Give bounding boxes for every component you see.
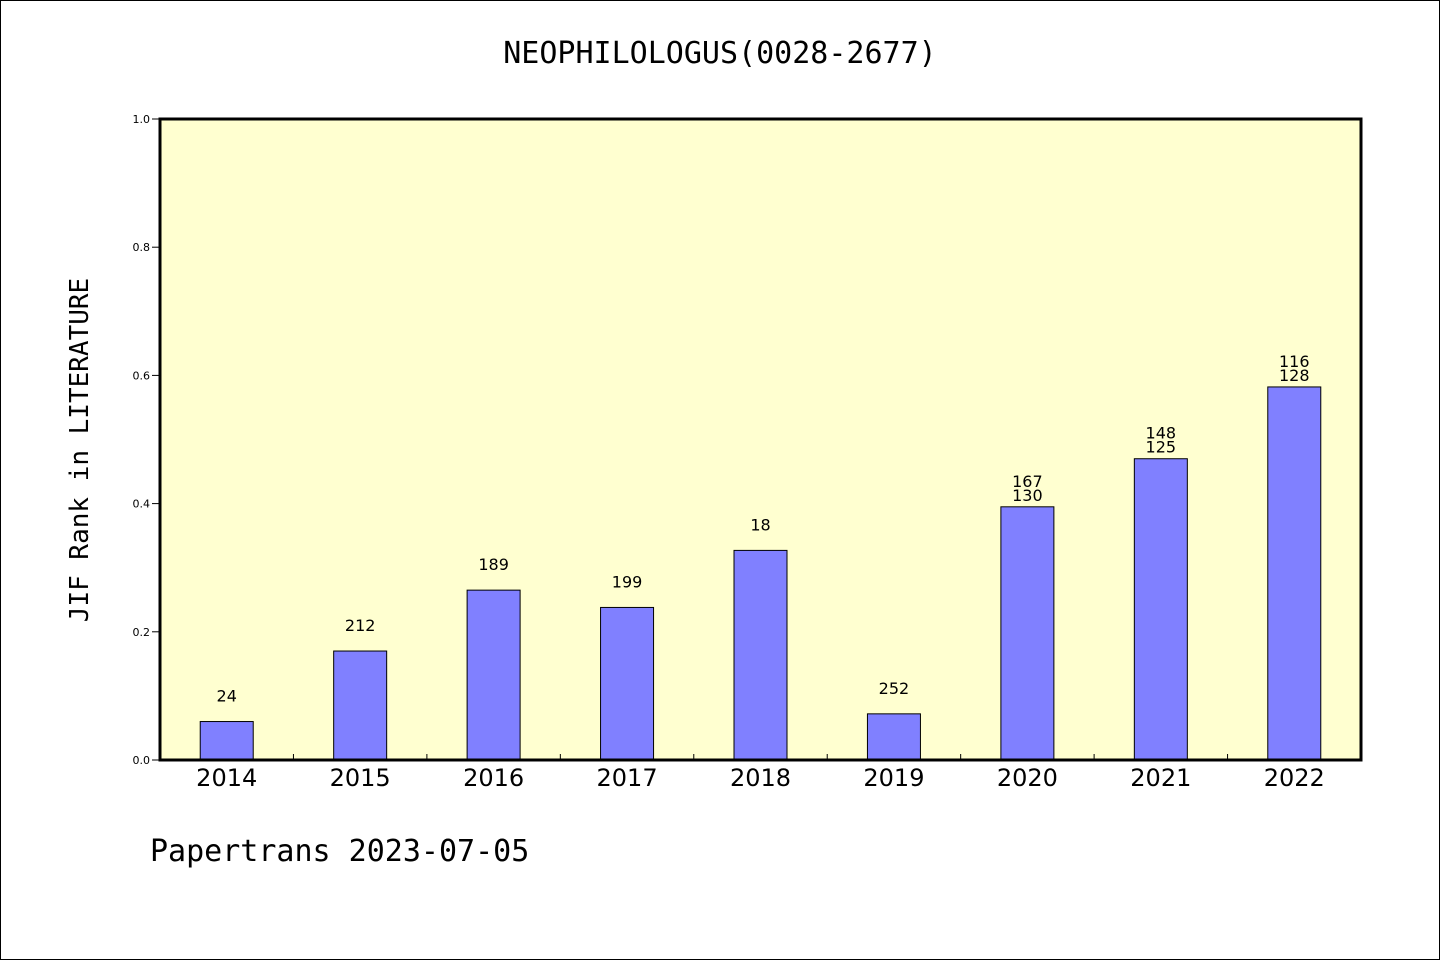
y-tick-label: 1.0 bbox=[133, 113, 151, 126]
bar-data-label: 199 bbox=[612, 572, 643, 591]
bar bbox=[199, 721, 254, 761]
bar bbox=[733, 549, 788, 761]
x-tick-label: 2021 bbox=[1130, 764, 1191, 792]
bar bbox=[600, 606, 655, 761]
bar-data-label: 125 bbox=[1146, 438, 1177, 457]
footer-text: Papertrans 2023-07-05 bbox=[150, 834, 530, 869]
bar-data-label: 116 bbox=[1279, 352, 1310, 371]
x-tick-label: 2014 bbox=[196, 764, 257, 792]
bar-data-label: 24 bbox=[217, 687, 237, 706]
chart-title: NEOPHILOLOGUS(0028-2677) bbox=[503, 36, 937, 71]
bar-data-label: 212 bbox=[345, 616, 376, 635]
x-tick-label: 2022 bbox=[1264, 764, 1325, 792]
bar bbox=[466, 589, 521, 761]
bar-data-label: 252 bbox=[879, 679, 910, 698]
x-tick-label: 2017 bbox=[597, 764, 658, 792]
bar-data-label: 130 bbox=[1012, 486, 1043, 505]
y-tick-label: 0.2 bbox=[133, 626, 151, 639]
y-tick-label: 0.6 bbox=[133, 369, 151, 382]
y-tick-label: 0.8 bbox=[133, 241, 151, 254]
x-tick-label: 2018 bbox=[730, 764, 791, 792]
plot-border bbox=[158, 117, 1363, 762]
x-tick-label: 2020 bbox=[997, 764, 1058, 792]
bar-data-label: 189 bbox=[478, 555, 509, 574]
bar-data-label: 167 bbox=[1012, 472, 1043, 491]
bar bbox=[1000, 506, 1055, 761]
bar bbox=[866, 713, 921, 761]
bar bbox=[333, 650, 388, 761]
bar-data-label: 148 bbox=[1146, 424, 1177, 443]
x-tick-label: 2015 bbox=[330, 764, 391, 792]
bar bbox=[1133, 458, 1188, 761]
y-tick-label: 0.0 bbox=[133, 754, 151, 767]
bar bbox=[1267, 386, 1322, 761]
y-tick-label: 0.4 bbox=[133, 498, 151, 511]
bar-data-label: 128 bbox=[1279, 366, 1310, 385]
x-tick-label: 2019 bbox=[863, 764, 924, 792]
x-tick-label: 2016 bbox=[463, 764, 524, 792]
bar-data-label: 18 bbox=[750, 515, 770, 534]
